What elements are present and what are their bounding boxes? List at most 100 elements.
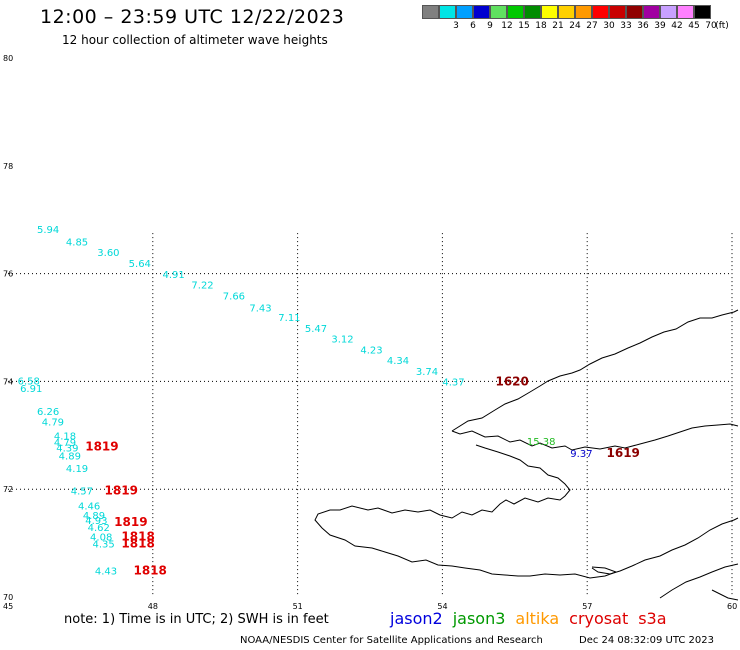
credit-line: NOAA/NESDIS Center for Satellite Applica… — [240, 635, 543, 646]
legend-label: 70 — [705, 21, 717, 31]
pass-time-label: 1818 — [121, 536, 154, 550]
lat-tick-label: 80 — [3, 54, 13, 63]
legend-swatch — [575, 5, 592, 19]
map-subtitle: 12 hour collection of altimeter wave hei… — [62, 33, 328, 47]
legend-swatch — [473, 5, 490, 19]
wave-height-value: 4.57 — [71, 487, 93, 498]
legend-label: 12 — [501, 21, 513, 31]
wave-height-value: 4.43 — [95, 566, 117, 577]
islet — [711, 589, 739, 601]
wave-height-values: 5.94 4.85 3.60 5.64 4.91 7.22 7.66 7.43 7.11 5.47… — [18, 225, 593, 577]
satellite-name: cryosat — [569, 609, 629, 628]
wave-height-value: 4.37 — [442, 378, 464, 389]
wave-height-value: 7.66 — [223, 291, 245, 302]
satellite-name: s3a — [638, 609, 667, 628]
wave-height-value: 4.79 — [42, 418, 64, 429]
legend-swatch — [439, 5, 456, 19]
legend-swatch — [609, 5, 626, 19]
satellite-name: altika — [515, 609, 560, 628]
legend-swatch — [507, 5, 524, 19]
wave-height-value: 3.60 — [97, 248, 119, 259]
wave-height-value: 5.64 — [129, 259, 151, 270]
lat-tick-label: 78 — [3, 162, 13, 171]
lat-tick-label: 72 — [3, 485, 13, 494]
wave-height-value: 4.89 — [59, 452, 81, 463]
legend-label: 39 — [654, 21, 666, 31]
pass-time-label: 1818 — [121, 529, 154, 543]
lon-tick-label: 51 — [293, 602, 303, 611]
legend-swatch — [660, 5, 677, 19]
legend-label: 42 — [671, 21, 683, 31]
lon-tick-label: 57 — [582, 602, 592, 611]
wave-height-value: 7.22 — [191, 281, 213, 292]
pass-time-label: 1819 — [85, 439, 118, 453]
legend-swatch — [422, 5, 439, 19]
pass-time-label: 1818 — [133, 563, 166, 577]
wave-height-value: 6.91 — [20, 384, 42, 395]
lon-tick-label: 54 — [437, 602, 447, 611]
wave-height-value: 4.46 — [78, 502, 100, 513]
legend-label: 3 — [453, 21, 459, 31]
legend-swatch — [490, 5, 507, 19]
wave-height-value: 9.37 — [570, 449, 592, 460]
lon-tick-label: 45 — [3, 602, 13, 611]
legend-swatch — [626, 5, 643, 19]
generation-timestamp: Dec 24 08:32:09 UTC 2023 — [579, 635, 714, 646]
legend-label: 15 — [518, 21, 530, 31]
wave-height-value: 3.12 — [331, 335, 353, 346]
wave-height-value: 4.85 — [66, 238, 88, 249]
wave-height-value: 4.23 — [360, 345, 382, 356]
legend-label: 33 — [620, 21, 632, 31]
legend-swatch — [524, 5, 541, 19]
legend-label: 9 — [487, 21, 493, 31]
wave-height-value: 4.39 — [56, 443, 78, 454]
wave-height-value: 15.38 — [527, 437, 556, 448]
wave-height-value: 4.08 — [90, 532, 112, 543]
vaygach-region-coast — [591, 517, 739, 575]
legend-swatches — [422, 5, 732, 19]
legend-labels: 3 6 9 12 15 18 21 24 27 30 33 36 39 42 45 70 (ft) — [422, 19, 732, 33]
novaya-zemlya-north-island-coast — [451, 309, 739, 432]
wave-height-value: 4.79 — [54, 438, 76, 449]
pass-time-label: 1619 — [607, 446, 640, 460]
pass-time-label: 1620 — [495, 375, 528, 389]
wave-height-value: 4.34 — [387, 356, 409, 367]
satellite-name: jason2 — [390, 609, 443, 628]
matochkin-shar-strait-coast — [451, 423, 739, 451]
wave-height-value: 7.43 — [249, 303, 271, 314]
legend-swatch — [456, 5, 473, 19]
satellite-name: jason3 — [452, 609, 506, 628]
legend-label: 24 — [569, 21, 581, 31]
wave-height-value: 3.74 — [416, 367, 438, 378]
wave-height-value: 5.47 — [305, 324, 327, 335]
legend-swatch — [541, 5, 558, 19]
map-title: 12:00 – 23:59 UTC 12/22/2023 — [40, 6, 345, 28]
legend-label: 6 — [470, 21, 476, 31]
wave-height-value: 4.89 — [83, 511, 105, 522]
legend-swatch — [694, 5, 711, 19]
legend-swatch — [558, 5, 575, 19]
legend-label: 18 — [535, 21, 547, 31]
wave-height-value: 6.58 — [18, 377, 40, 388]
footnote: note: 1) Time is in UTC; 2) SWH is in fe… — [64, 612, 329, 627]
lat-tick-label: 76 — [3, 270, 13, 279]
legend-label: 36 — [637, 21, 649, 31]
legend-swatch — [643, 5, 660, 19]
wave-height-value: 4.35 — [92, 539, 114, 550]
lon-tick-label: 48 — [148, 602, 158, 611]
wave-height-value: 4.62 — [88, 523, 110, 534]
legend-unit: (ft) — [715, 21, 729, 31]
satellite-legend: jason2 jason3 altika cryosat s3a — [390, 609, 677, 628]
wave-height-value: 4.91 — [162, 270, 184, 281]
legend-label: 30 — [603, 21, 615, 31]
lon-tick-label: 60 — [727, 602, 737, 611]
wave-height-value: 4.18 — [54, 432, 76, 443]
lat-tick-label: 70 — [3, 593, 13, 602]
pass-time-label: 1819 — [105, 484, 138, 498]
legend-label: 21 — [552, 21, 564, 31]
legend-swatch — [677, 5, 694, 19]
legend-swatch — [592, 5, 609, 19]
